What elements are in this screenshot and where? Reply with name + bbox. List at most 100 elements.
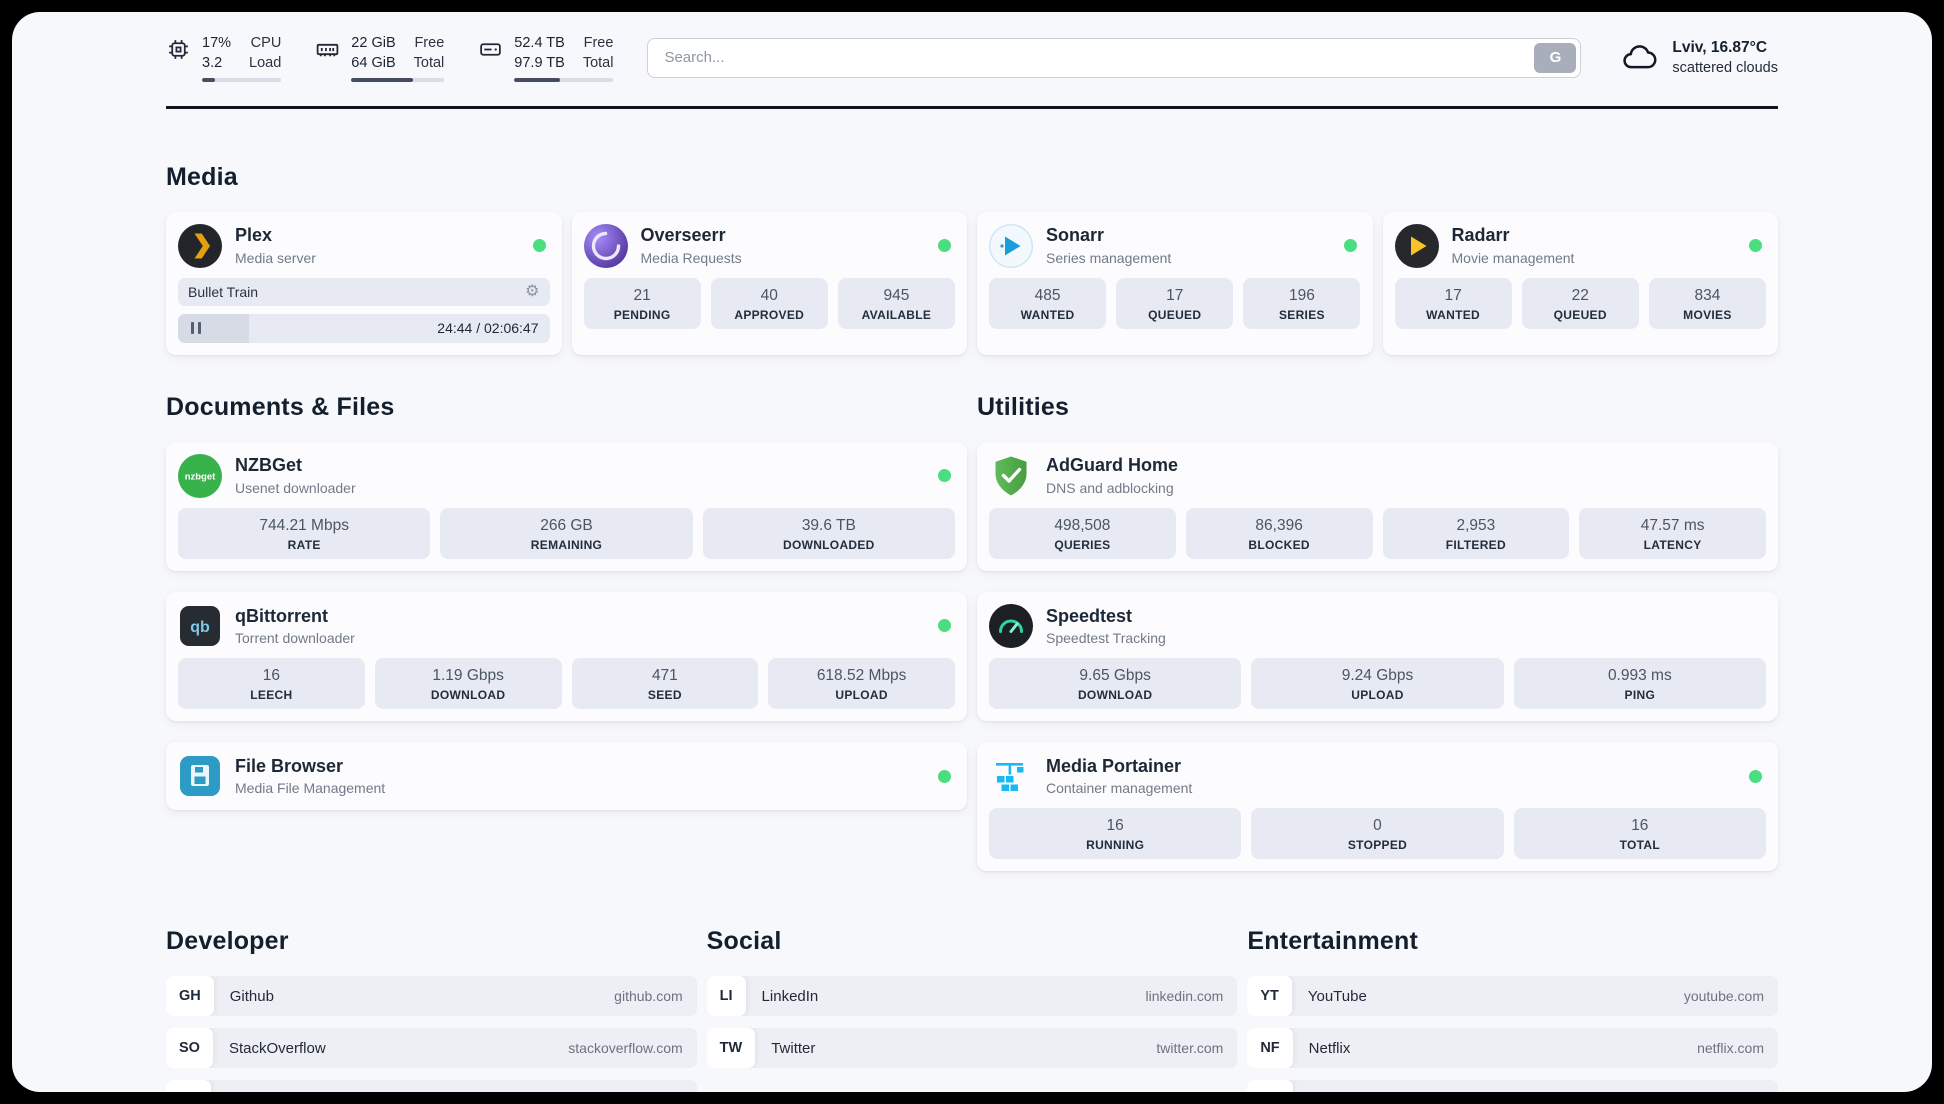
gear-icon[interactable]: ⚙: [525, 282, 540, 300]
adguard-card[interactable]: AdGuard Home DNS and adblocking 498,508 …: [977, 441, 1778, 571]
stat-value: 17: [1444, 286, 1462, 304]
section-media: Media Plex Media server: [166, 163, 1778, 355]
app-subtitle: Usenet downloader: [235, 480, 356, 497]
radarr-card[interactable]: Radarr Movie management 17 WANTED 22 QUE…: [1382, 211, 1778, 355]
stat-value: 834: [1694, 286, 1721, 304]
stat-blocked: 86,396 BLOCKED: [1185, 507, 1373, 559]
radarr-icon: [1394, 223, 1439, 268]
bookmark-abbr: GH: [166, 976, 214, 1017]
stat-rate: 744.21 Mbps RATE: [178, 507, 431, 559]
stat-label: DOWNLOADED: [782, 537, 875, 552]
section-title-developer: Developer: [166, 927, 289, 956]
cloud-icon: [1623, 45, 1657, 69]
stat-value: 2,953: [1456, 516, 1496, 534]
stat-label: WANTED: [1020, 307, 1075, 322]
cpu-usage-label: CPU: [250, 35, 282, 51]
app-subtitle: Movie management: [1451, 250, 1575, 267]
memory-free-value: 22 GiB: [351, 35, 396, 51]
playback-time: 24:44 / 02:06:47: [437, 320, 539, 337]
cpu-usage-value: 17%: [202, 35, 232, 51]
now-playing-title: Bullet Train: [188, 283, 259, 300]
playback-progress-bar[interactable]: 24:44 / 02:06:47: [178, 313, 550, 343]
stat-value: 471: [651, 666, 678, 684]
bookmark-abbr: NF: [1247, 1028, 1293, 1069]
stat-label: RUNNING: [1086, 838, 1145, 853]
portainer-card[interactable]: Media Portainer Container management 16 …: [977, 742, 1778, 872]
bookmark-youtube[interactable]: YT YouTube youtube.com: [1247, 976, 1778, 1017]
search-provider-button[interactable]: G: [1534, 42, 1577, 73]
app-subtitle: Torrent downloader: [235, 630, 355, 647]
bookmark-stackoverflow[interactable]: SO StackOverflow stackoverflow.com: [166, 1028, 697, 1069]
speedtest-card[interactable]: Speedtest Speedtest Tracking 9.65 Gbps D…: [977, 591, 1778, 722]
stat-label: MOVIES: [1683, 307, 1732, 322]
bookmark-abbr: TW: [706, 1028, 756, 1069]
stat-value: 40: [760, 286, 778, 304]
bookmark-url: stackoverflow.com: [568, 1040, 683, 1057]
search-input[interactable]: [647, 37, 1582, 78]
qbittorrent-card[interactable]: qb qBittorrent Torrent downloader 16: [166, 591, 967, 722]
stat-label: LEECH: [250, 688, 293, 703]
storage-widget: 52.4 TB Free 97.9 TB Total: [478, 34, 614, 82]
bookmark-url: linkedin.com: [1145, 988, 1224, 1005]
stat-latency: 47.57 ms LATENCY: [1579, 507, 1766, 559]
stat-seed: 471 SEED: [571, 657, 759, 710]
sonarr-card[interactable]: Sonarr Series management 485 WANTED 17 Q…: [977, 211, 1373, 355]
section-social: Social LI LinkedIn linkedin.com TW Twitt…: [706, 927, 1238, 1092]
stat-label: SERIES: [1278, 307, 1325, 322]
stat-wanted: 17 WANTED: [1394, 277, 1512, 329]
stat-downloaded: 39.6 TB DOWNLOADED: [702, 507, 955, 559]
status-dot: [938, 769, 951, 783]
stat-label: FILTERED: [1445, 537, 1506, 552]
bookmark-twitter[interactable]: TW Twitter twitter.com: [706, 1028, 1238, 1069]
bookmark-netflix[interactable]: NF Netflix netflix.com: [1247, 1028, 1778, 1069]
sonarr-icon: [989, 223, 1033, 268]
stat-filtered: 2,953 FILTERED: [1382, 507, 1570, 559]
stat-value: 9.24 Gbps: [1341, 666, 1414, 684]
weather-location: Lviv, 16.87°C: [1672, 39, 1768, 57]
bookmark-name: Netflix: [1308, 1039, 1351, 1057]
stat-label: UPLOAD: [1351, 688, 1404, 703]
now-playing-row: Bullet Train ⚙: [178, 277, 550, 306]
memory-widget: 22 GiB Free 64 GiB Total: [315, 34, 445, 82]
stat-value: 9.65 Gbps: [1079, 666, 1151, 684]
storage-progress-bar: [514, 78, 614, 82]
bookmark-github[interactable]: GH Github github.com: [166, 976, 697, 1017]
filebrowser-card[interactable]: File Browser Media File Management: [166, 742, 967, 811]
bookmark-url: twitter.com: [1156, 1040, 1224, 1057]
stat-value: 21: [633, 286, 651, 304]
app-title: File Browser: [235, 755, 344, 776]
plex-card[interactable]: Plex Media server Bullet Train ⚙ 24:44 /…: [166, 211, 562, 355]
cpu-icon: [169, 40, 188, 59]
stat-total: 16 TOTAL: [1513, 808, 1766, 860]
bookmark-linkedin[interactable]: LI LinkedIn linkedin.com: [706, 976, 1238, 1017]
stat-label: QUERIES: [1054, 537, 1111, 552]
dashboard-panel: 17% CPU 3.2 Load 22 GiB Free: [12, 12, 1932, 1092]
stat-label: PENDING: [613, 307, 671, 322]
stat-value: 0: [1373, 817, 1382, 835]
bookmark-url: netflix.com: [1697, 1040, 1764, 1057]
weather-widget[interactable]: Lviv, 16.87°C scattered clouds: [1619, 38, 1778, 78]
stat-label: SEED: [647, 688, 682, 703]
status-dot: [1343, 239, 1357, 253]
section-entertainment: Entertainment YT YouTube youtube.com NF …: [1247, 927, 1778, 1092]
stat-label: DOWNLOAD: [1077, 688, 1153, 703]
bookmark-dev[interactable]: DT DEV dev.to: [166, 1080, 697, 1092]
stat-queries: 498,508 QUERIES: [989, 507, 1176, 559]
stat-label: PING: [1624, 688, 1656, 703]
speedtest-icon: [989, 603, 1033, 648]
status-dot: [938, 619, 951, 633]
stat-label: APPROVED: [734, 307, 805, 322]
cpu-load-label: Load: [249, 55, 282, 72]
bookmark-name: YouTube: [1307, 987, 1367, 1005]
bookmark-abbr: YT: [1247, 976, 1292, 1017]
bookmark-name: Twitter: [771, 1039, 816, 1057]
bookmark-reddit[interactable]: RE Reddit reddit.com: [1247, 1080, 1778, 1092]
nzbget-card[interactable]: nzbget NZBGet Usenet downloader 744.21 M…: [166, 441, 967, 571]
stat-queued: 17 QUEUED: [1116, 277, 1234, 329]
status-dot: [1749, 769, 1762, 783]
app-title: Speedtest: [1046, 605, 1133, 626]
stat-upload: 9.24 Gbps UPLOAD: [1251, 657, 1504, 710]
pause-icon[interactable]: [178, 322, 214, 335]
stat-download: 1.19 Gbps DOWNLOAD: [374, 657, 562, 710]
overseerr-card[interactable]: Overseerr Media Requests 21 PENDING 40 A…: [571, 211, 967, 355]
